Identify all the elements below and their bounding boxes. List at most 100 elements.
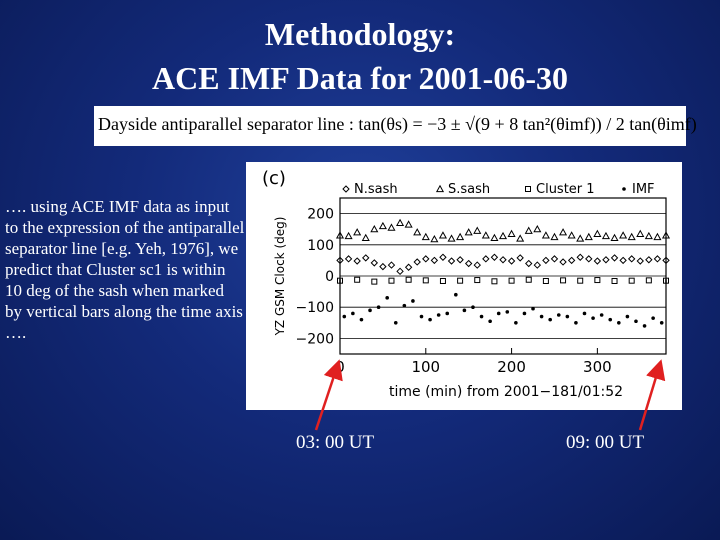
imf-point — [445, 311, 450, 316]
imf-point — [608, 317, 613, 322]
cluster1-point — [422, 277, 429, 284]
n-sash-point — [404, 263, 413, 271]
s-sash-point — [593, 229, 602, 237]
n-sash-point — [422, 255, 430, 263]
n-sash-point — [447, 257, 456, 265]
cluster1-point — [508, 277, 515, 284]
imf-point — [359, 317, 364, 322]
s-sash-point — [533, 224, 542, 233]
formula-box: Dayside antiparallel separator line : ta… — [94, 106, 697, 146]
n-sash-point — [662, 256, 670, 265]
s-sash-point — [387, 223, 396, 231]
cluster1-point — [542, 277, 549, 284]
s-sash-point — [344, 231, 353, 240]
cluster1-point — [645, 277, 652, 284]
imf-point — [522, 311, 527, 316]
imf-point — [419, 314, 424, 319]
n-sash-point — [336, 256, 344, 265]
ut-label-0300: 03: 00 UT — [296, 432, 375, 453]
s-sash-point — [421, 232, 430, 241]
n-sash-point — [653, 255, 662, 263]
imf-point — [471, 305, 475, 309]
imf-point — [622, 187, 626, 191]
x-tick-label: 300 — [583, 358, 612, 376]
chart-panel: (c) 200 100 0 −100 −200 0 100 200 300 N.sash S.s… — [246, 162, 682, 410]
imf-point — [488, 319, 492, 324]
n-sash-point — [542, 256, 550, 265]
s-sash-point — [541, 231, 550, 239]
imf-point — [376, 305, 381, 309]
s-sash-point — [456, 232, 465, 241]
title-line-1: Methodology: — [264, 16, 456, 52]
imf-point — [617, 321, 621, 325]
imf-point — [591, 316, 595, 320]
y-tick-label: 100 — [307, 238, 334, 254]
cluster1-point — [560, 277, 567, 284]
s-sash-point — [335, 231, 345, 239]
cluster1-point — [457, 277, 464, 284]
n-sash-point — [490, 253, 499, 261]
imf-point — [436, 313, 441, 317]
n-sash-point — [576, 253, 584, 261]
imf-point — [574, 321, 578, 325]
n-sash-point — [645, 256, 653, 264]
s-sash-point — [567, 231, 576, 239]
imf-point — [454, 292, 458, 297]
s-sash-point — [447, 234, 456, 242]
imf-point — [634, 319, 638, 324]
s-sash-point — [464, 228, 473, 236]
imf-point — [514, 321, 518, 325]
cluster1-point — [611, 277, 618, 284]
imf-point — [479, 314, 484, 319]
cluster1-point — [491, 278, 498, 285]
n-sash-point — [525, 259, 533, 268]
imf-point — [539, 314, 544, 319]
imf-point — [496, 311, 501, 316]
y-tick-label: −200 — [296, 331, 334, 347]
n-sash-point — [627, 255, 636, 263]
cluster1-point — [525, 276, 532, 283]
legend-label: IMF — [632, 182, 655, 197]
x-tick-label: 100 — [411, 358, 440, 376]
n-sash-point — [507, 257, 516, 265]
cluster1-point — [577, 277, 584, 284]
imf-point — [659, 321, 664, 325]
cluster1-point — [405, 276, 412, 283]
s-sash-point — [404, 220, 413, 228]
data-points — [335, 218, 671, 328]
legend-label: S.sash — [448, 182, 490, 197]
panel-label: (c) — [262, 168, 286, 189]
n-sash-point — [550, 255, 559, 263]
imf-point — [556, 313, 561, 317]
s-sash-point — [430, 234, 439, 243]
n-sash-point — [387, 261, 396, 269]
arrow-0900 — [638, 359, 666, 431]
legend: N.sash S.sash Cluster 1 IMF — [342, 182, 655, 197]
cluster1-point — [371, 278, 378, 285]
s-sash-point — [413, 228, 422, 236]
n-sash-point — [567, 256, 576, 265]
y-tick-label: 200 — [307, 207, 334, 223]
s-sash-point — [524, 226, 533, 234]
s-sash-point — [576, 234, 585, 242]
legend-label: N.sash — [354, 182, 398, 197]
n-sash-point — [602, 256, 610, 264]
n-sash-point — [533, 261, 542, 269]
imf-point — [342, 314, 347, 319]
s-sash-point — [378, 221, 387, 230]
cluster1-point — [474, 277, 481, 284]
cluster1-point — [337, 277, 343, 284]
body-text: …. using ACE IMF data as input to the ex… — [5, 197, 245, 342]
s-sash-point — [627, 232, 636, 241]
imf-point — [368, 308, 372, 313]
s-sash-point — [361, 233, 370, 242]
n-sash-point — [610, 254, 619, 262]
n-sash-point — [473, 261, 481, 269]
imf-point — [651, 316, 655, 320]
n-sash-point — [413, 258, 421, 266]
s-sash-point — [601, 231, 610, 240]
s-sash-point — [438, 231, 447, 239]
legend-label: Cluster 1 — [536, 182, 595, 197]
s-sash-point — [661, 231, 671, 239]
